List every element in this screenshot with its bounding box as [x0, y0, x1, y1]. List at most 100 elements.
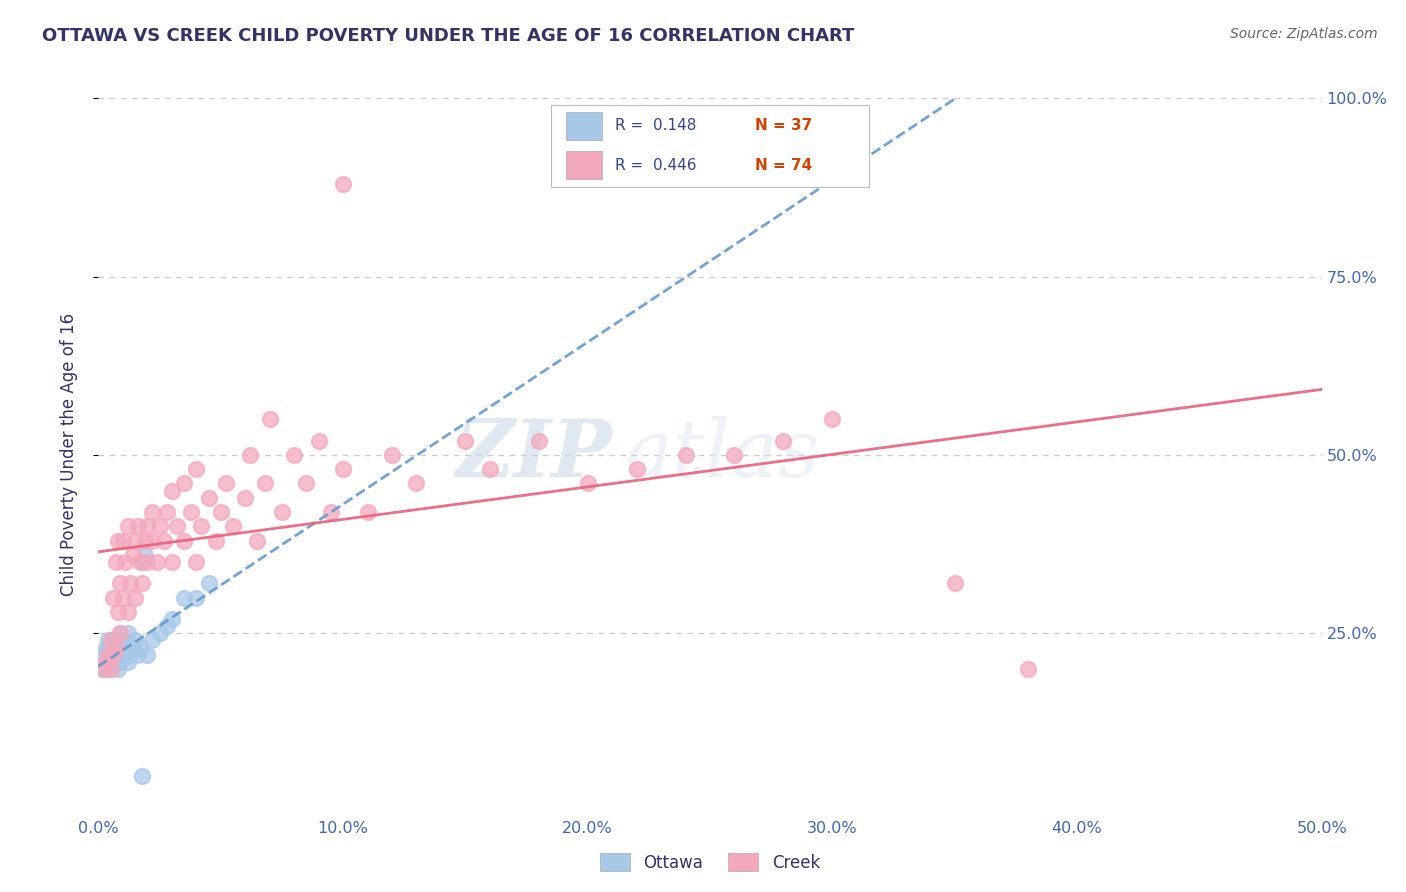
Point [124, 633, 146, 648]
Text: R =  0.446: R = 0.446 [614, 158, 696, 173]
Point [120, 648, 142, 662]
Text: N = 37: N = 37 [755, 119, 813, 133]
Point [190, 519, 212, 533]
Point [141, 533, 163, 548]
Legend: Ottawa, Creek: Ottawa, Creek [593, 847, 827, 879]
Point [214, 476, 236, 491]
Y-axis label: Child Poverty Under the Age of 16: Child Poverty Under the Age of 16 [59, 313, 77, 597]
Point [100, 633, 122, 648]
Point [94, 655, 117, 669]
Point [97, 662, 120, 676]
Point [173, 591, 195, 605]
Point [772, 434, 794, 448]
Point [107, 605, 129, 619]
Point [100, 655, 122, 669]
Point [104, 655, 127, 669]
Point [149, 519, 172, 533]
Point [146, 555, 169, 569]
Point [101, 648, 124, 662]
FancyBboxPatch shape [565, 151, 602, 179]
Point [478, 462, 501, 476]
Point [129, 640, 152, 655]
Point [121, 548, 143, 562]
Text: R =  0.148: R = 0.148 [614, 119, 696, 133]
Point [141, 505, 163, 519]
Point [332, 462, 354, 476]
Point [239, 448, 262, 462]
Point [91, 648, 114, 662]
Text: N = 74: N = 74 [755, 158, 813, 173]
Point [173, 533, 195, 548]
Point [166, 519, 188, 533]
Point [136, 555, 159, 569]
Point [156, 619, 179, 633]
Point [124, 591, 146, 605]
Point [97, 648, 120, 662]
Point [332, 177, 354, 191]
Point [160, 612, 183, 626]
Point [131, 769, 153, 783]
Point [156, 505, 179, 519]
Point [308, 434, 330, 448]
Point [381, 448, 404, 462]
Point [259, 412, 281, 426]
Point [120, 576, 142, 591]
Point [319, 505, 342, 519]
Point [97, 633, 120, 648]
Point [197, 491, 219, 505]
Point [186, 555, 208, 569]
Point [127, 648, 149, 662]
Point [101, 591, 124, 605]
Point [104, 555, 127, 569]
Point [160, 483, 183, 498]
Point [127, 519, 149, 533]
Point [134, 548, 156, 562]
Point [253, 476, 276, 491]
Point [173, 476, 195, 491]
Point [94, 655, 117, 669]
Point [222, 519, 245, 533]
Point [91, 662, 114, 676]
Point [197, 576, 219, 591]
Point [110, 626, 132, 640]
Point [283, 448, 305, 462]
Text: ZIP: ZIP [456, 417, 612, 493]
Point [114, 640, 136, 655]
FancyBboxPatch shape [565, 112, 602, 140]
Point [527, 434, 550, 448]
Point [821, 412, 844, 426]
Point [723, 448, 745, 462]
Point [91, 662, 114, 676]
Point [675, 448, 697, 462]
Point [110, 655, 132, 669]
Point [1017, 662, 1039, 676]
Point [131, 555, 153, 569]
Point [111, 591, 134, 605]
Point [101, 648, 124, 662]
Point [100, 662, 122, 676]
Point [246, 533, 269, 548]
Point [110, 576, 132, 591]
Point [104, 640, 127, 655]
Point [405, 476, 427, 491]
Text: atlas: atlas [624, 417, 820, 493]
Point [454, 434, 477, 448]
Point [136, 519, 159, 533]
Point [107, 533, 129, 548]
Point [153, 533, 176, 548]
Text: Source: ZipAtlas.com: Source: ZipAtlas.com [1230, 27, 1378, 41]
Point [117, 519, 139, 533]
Point [295, 476, 318, 491]
Point [124, 533, 146, 548]
Point [134, 533, 156, 548]
Text: OTTAWA VS CREEK CHILD POVERTY UNDER THE AGE OF 16 CORRELATION CHART: OTTAWA VS CREEK CHILD POVERTY UNDER THE … [42, 27, 855, 45]
Point [205, 533, 228, 548]
Point [129, 555, 152, 569]
Point [180, 505, 202, 519]
Point [107, 648, 129, 662]
Point [111, 633, 134, 648]
Point [576, 476, 599, 491]
Point [160, 555, 183, 569]
Point [270, 505, 294, 519]
Point [100, 648, 122, 662]
